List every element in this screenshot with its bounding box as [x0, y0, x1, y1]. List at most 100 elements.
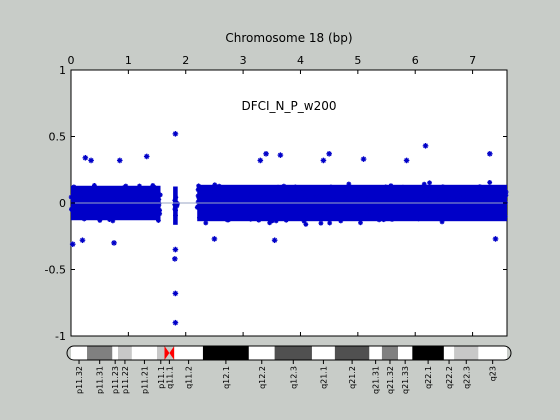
- data-point: [409, 191, 415, 197]
- data-point: [460, 212, 466, 218]
- ideogram-band: [248, 346, 275, 360]
- data-point: [211, 208, 217, 214]
- data-point: [391, 213, 397, 219]
- data-point: [436, 196, 442, 202]
- data-point: [340, 202, 345, 208]
- data-point: [122, 204, 128, 210]
- data-point: [243, 207, 248, 213]
- data-point: [195, 187, 201, 193]
- data-point: [302, 202, 308, 208]
- data-point: [390, 196, 396, 202]
- data-point: [431, 191, 437, 196]
- band-label: p11.23: [111, 366, 120, 394]
- data-point: [303, 215, 309, 220]
- data-point: [114, 197, 119, 203]
- data-point: [346, 181, 352, 187]
- band-label: p11.32: [75, 366, 84, 394]
- ideogram-band: [454, 346, 479, 360]
- data-point: [463, 201, 469, 207]
- data-point: [381, 204, 387, 210]
- y-tick-label: 0: [59, 197, 66, 210]
- data-point: [349, 196, 355, 202]
- y-axis-ticks: 1 0.5 0 -0.5 -1: [45, 64, 507, 343]
- data-point: [203, 192, 209, 198]
- data-point: [491, 196, 497, 202]
- data-point: [93, 188, 98, 194]
- data-point: [74, 202, 79, 208]
- ideogram-band: [443, 346, 455, 360]
- data-point: [342, 188, 347, 194]
- data-point: [493, 202, 499, 208]
- data-point: [336, 211, 342, 217]
- data-point: [416, 216, 421, 222]
- data-point: [338, 197, 343, 203]
- data-point: [378, 195, 384, 201]
- data-point: [111, 214, 117, 220]
- data-point: [368, 215, 373, 221]
- data-point: [294, 207, 300, 213]
- data-point: [228, 211, 233, 217]
- data-point: [259, 209, 265, 215]
- band-label: q22.2: [445, 366, 454, 389]
- data-point: [411, 209, 416, 214]
- data-point: [196, 195, 202, 201]
- ideogram-band: [202, 346, 249, 360]
- data-point: [222, 206, 228, 212]
- data-point: [81, 216, 87, 222]
- data-point: [258, 199, 263, 205]
- x-axis-ticks: 0 1 2 3 4 5 6 7: [68, 54, 476, 336]
- data-point: [359, 213, 364, 218]
- data-point: [253, 206, 259, 212]
- data-point: [270, 214, 276, 220]
- data-point: [155, 216, 161, 222]
- centromere-band: [164, 346, 170, 360]
- data-point: [392, 186, 398, 192]
- data-point: [390, 190, 395, 196]
- data-point: [81, 211, 87, 217]
- data-point-outlier: [172, 246, 179, 253]
- data-point: [388, 183, 394, 189]
- y-tick-label: -0.5: [45, 264, 66, 277]
- data-point: [199, 188, 205, 194]
- data-point: [470, 196, 475, 202]
- data-point: [262, 207, 268, 213]
- data-point: [251, 211, 257, 217]
- data-point: [293, 187, 299, 193]
- data-point: [330, 194, 336, 200]
- data-point: [115, 208, 121, 214]
- data-point: [301, 218, 307, 224]
- data-point: [157, 211, 163, 217]
- data-point: [253, 197, 259, 203]
- ideogram-band: [381, 346, 398, 360]
- data-point: [213, 194, 218, 200]
- band-label: q21.2: [348, 366, 357, 389]
- data-point-outlier: [326, 150, 332, 157]
- data-point: [86, 187, 92, 192]
- data-point-outlier: [172, 131, 179, 137]
- data-point: [155, 206, 161, 212]
- data-point: [301, 185, 307, 191]
- data-point: [326, 201, 332, 207]
- data-point: [151, 184, 157, 190]
- band-label: q21.32: [386, 366, 395, 394]
- data-point-outlier: [79, 237, 86, 244]
- data-point: [440, 184, 446, 190]
- data-point: [263, 216, 269, 222]
- data-point: [476, 216, 482, 221]
- data-point-outlier: [82, 154, 89, 161]
- data-point: [328, 184, 334, 190]
- data-point: [70, 212, 76, 218]
- data-point-outlier: [257, 157, 264, 164]
- data-point: [97, 218, 103, 223]
- data-point: [287, 191, 293, 197]
- data-point: [306, 206, 311, 212]
- data-point: [248, 208, 254, 214]
- data-point: [420, 209, 426, 215]
- ideogram-band: [334, 346, 370, 360]
- data-point: [465, 190, 471, 196]
- data-point: [251, 190, 256, 196]
- data-point: [427, 180, 432, 186]
- data-point: [417, 205, 423, 210]
- data-point: [301, 194, 307, 200]
- data-point: [286, 213, 292, 219]
